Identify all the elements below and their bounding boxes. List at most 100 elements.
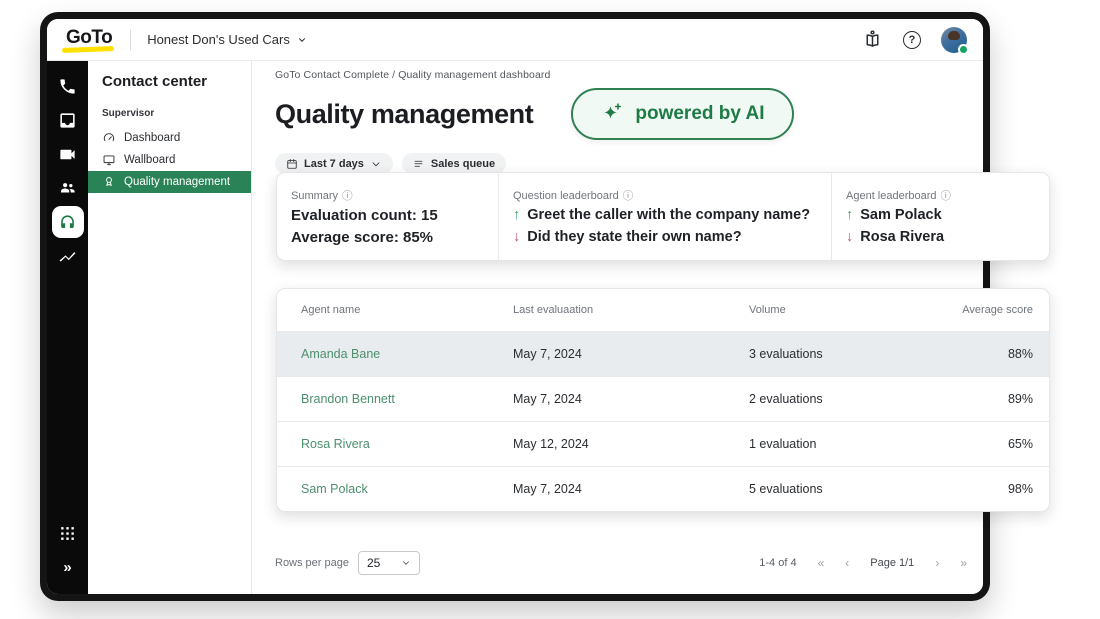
topbar-actions: ? <box>861 26 969 55</box>
phone-icon[interactable] <box>52 70 84 102</box>
table-header-row: Agent name Last evaluaation Volume Avera… <box>277 289 1049 331</box>
question-leaderboard-label-row: Question leaderboard ⓘ <box>513 188 831 203</box>
table-footer: Rows per page 25 1-4 of 4 « ‹ Page 1/1 ›… <box>275 551 967 575</box>
queue-chip[interactable]: Sales queue <box>401 153 507 174</box>
average-score-cell: 98% <box>1007 482 1033 496</box>
contact-center-icon[interactable] <box>51 206 84 238</box>
arrow-down-icon: ↓ <box>513 229 521 245</box>
average-score-cell: 89% <box>1007 392 1033 406</box>
goto-logo-text: GoTo <box>66 27 113 48</box>
rows-per-page-select[interactable]: 25 <box>358 551 420 575</box>
account-name: Honest Don's Used Cars <box>147 32 290 47</box>
calendar-icon <box>287 158 297 169</box>
ai-sparkle-icon <box>604 103 622 119</box>
sidebar-item-label: Quality management <box>124 176 231 188</box>
arrow-up-icon: ↑ <box>846 207 854 223</box>
column-header-volume[interactable]: Volume <box>749 304 786 316</box>
info-icon[interactable]: ⓘ <box>342 190 353 202</box>
video-icon[interactable] <box>52 138 84 170</box>
bottom-question-text: Did they state their own name? <box>527 229 742 245</box>
bottom-agent-name: Rosa Rivera <box>860 229 945 245</box>
table-row[interactable]: Sam Polack May 7, 2024 5 evaluations 98% <box>277 466 1049 511</box>
sidebar-item-wallboard[interactable]: Wallboard <box>88 149 251 171</box>
breadcrumb: GoTo Contact Complete / Quality manageme… <box>275 69 551 81</box>
people-icon[interactable] <box>52 172 84 204</box>
goto-logo: GoTo <box>64 27 114 52</box>
ai-badge-label: powered by AI <box>635 103 765 124</box>
table-body: Amanda Bane May 7, 2024 3 evaluations 88… <box>277 331 1049 511</box>
agents-table-card: Agent name Last evaluaation Volume Avera… <box>276 288 1050 512</box>
table-row[interactable]: Brandon Bennett May 7, 2024 2 evaluation… <box>277 376 1049 421</box>
agent-name-link[interactable]: Sam Polack <box>301 482 368 496</box>
info-icon[interactable]: ⓘ <box>622 190 634 202</box>
average-score: Average score: 85% <box>291 229 434 246</box>
agent-name-link[interactable]: Amanda Bane <box>301 347 381 361</box>
nav-section-label: Supervisor <box>102 108 155 119</box>
presence-dot <box>958 43 969 55</box>
column-header-agent-name[interactable]: Agent name <box>301 304 361 316</box>
inbox-icon[interactable] <box>52 104 84 136</box>
wallboard-icon <box>103 155 115 166</box>
dashboard-icon <box>103 133 115 142</box>
icon-rail: » <box>47 61 88 594</box>
agent-name-link[interactable]: Brandon Bennett <box>301 392 395 406</box>
summary-label-row: Summary ⓘ <box>291 188 498 203</box>
queue-label: Sales queue <box>430 157 496 170</box>
filter-chips: Last 7 days Sales queue <box>275 153 969 174</box>
sidebar-item-dashboard[interactable]: Dashboard <box>88 127 251 149</box>
question-leaderboard-section: Question leaderboard ⓘ ↑ Greet the calle… <box>498 173 831 260</box>
quality-badge-icon <box>106 177 112 186</box>
chevron-down-icon <box>372 161 380 166</box>
rows-per-page-value: 25 <box>367 556 381 570</box>
column-header-last-evaluation[interactable]: Last evaluaation <box>513 304 594 316</box>
analytics-icon[interactable] <box>52 240 84 272</box>
top-agent-name: Sam Polack <box>860 207 942 223</box>
account-switcher[interactable]: Honest Don's Used Cars <box>147 32 307 47</box>
top-question-text: Greet the caller with the company name? <box>527 207 811 223</box>
volume-cell: 2 evaluations <box>749 392 823 406</box>
arrow-up-icon: ↑ <box>513 207 521 223</box>
next-page-button[interactable]: › <box>935 556 940 570</box>
sidebar-item-quality-management[interactable]: Quality management <box>88 171 251 193</box>
apps-grid-icon[interactable] <box>52 517 84 549</box>
evaluation-count: Evaluation count: 15 <box>291 207 438 224</box>
sidebar-item-label: Wallboard <box>124 154 176 166</box>
agent-name-link[interactable]: Rosa Rivera <box>301 437 370 451</box>
average-score-cell: 88% <box>1007 347 1033 361</box>
prev-page-button[interactable]: ‹ <box>845 556 850 570</box>
date-range-chip[interactable]: Last 7 days <box>275 153 393 174</box>
bottom-agent: ↓ Rosa Rivera <box>846 228 1049 247</box>
resource-center-icon[interactable] <box>861 29 883 51</box>
expand-rail-icon[interactable]: » <box>52 551 84 583</box>
expand-glyph: » <box>63 558 72 576</box>
first-page-button[interactable]: « <box>817 556 825 570</box>
agent-leaderboard-label-row: Agent leaderboard ⓘ <box>846 188 1049 203</box>
page-indicator: Page 1/1 <box>870 557 915 569</box>
pager: 1-4 of 4 « ‹ Page 1/1 › » <box>759 556 967 570</box>
last-evaluation-cell: May 7, 2024 <box>513 392 582 406</box>
nav-panel: Contact center Supervisor Dashboard Wall… <box>88 61 252 594</box>
powered-by-ai-badge: powered by AI <box>571 88 794 140</box>
help-icon[interactable]: ? <box>901 29 923 51</box>
bottom-question: ↓ Did they state their own name? <box>513 228 831 247</box>
average-score-cell: 65% <box>1007 437 1033 451</box>
top-question: ↑ Greet the caller with the company name… <box>513 206 831 225</box>
avatar[interactable] <box>941 26 969 55</box>
last-evaluation-cell: May 7, 2024 <box>513 482 582 496</box>
question-leaderboard-label: Question leaderboard <box>513 189 619 202</box>
agent-leaderboard-section: Agent leaderboard ⓘ ↑ Sam Polack ↓ Rosa … <box>831 173 1049 260</box>
last-page-button[interactable]: » <box>960 556 967 570</box>
help-glyph: ? <box>903 30 921 49</box>
topbar-divider <box>130 29 132 50</box>
volume-cell: 5 evaluations <box>749 482 823 496</box>
queue-icon <box>414 160 423 167</box>
chevron-down-icon <box>298 37 305 42</box>
pagination-range: 1-4 of 4 <box>759 557 797 569</box>
column-header-average-score[interactable]: Average score <box>962 304 1033 316</box>
date-range-label: Last 7 days <box>304 157 364 170</box>
last-evaluation-cell: May 7, 2024 <box>513 347 582 361</box>
info-icon[interactable]: ⓘ <box>940 190 952 202</box>
table-row[interactable]: Rosa Rivera May 12, 2024 1 evaluation 65… <box>277 421 1049 466</box>
summary-section: Summary ⓘ Evaluation count: 15 Average s… <box>277 173 498 260</box>
table-row[interactable]: Amanda Bane May 7, 2024 3 evaluations 88… <box>277 331 1049 376</box>
